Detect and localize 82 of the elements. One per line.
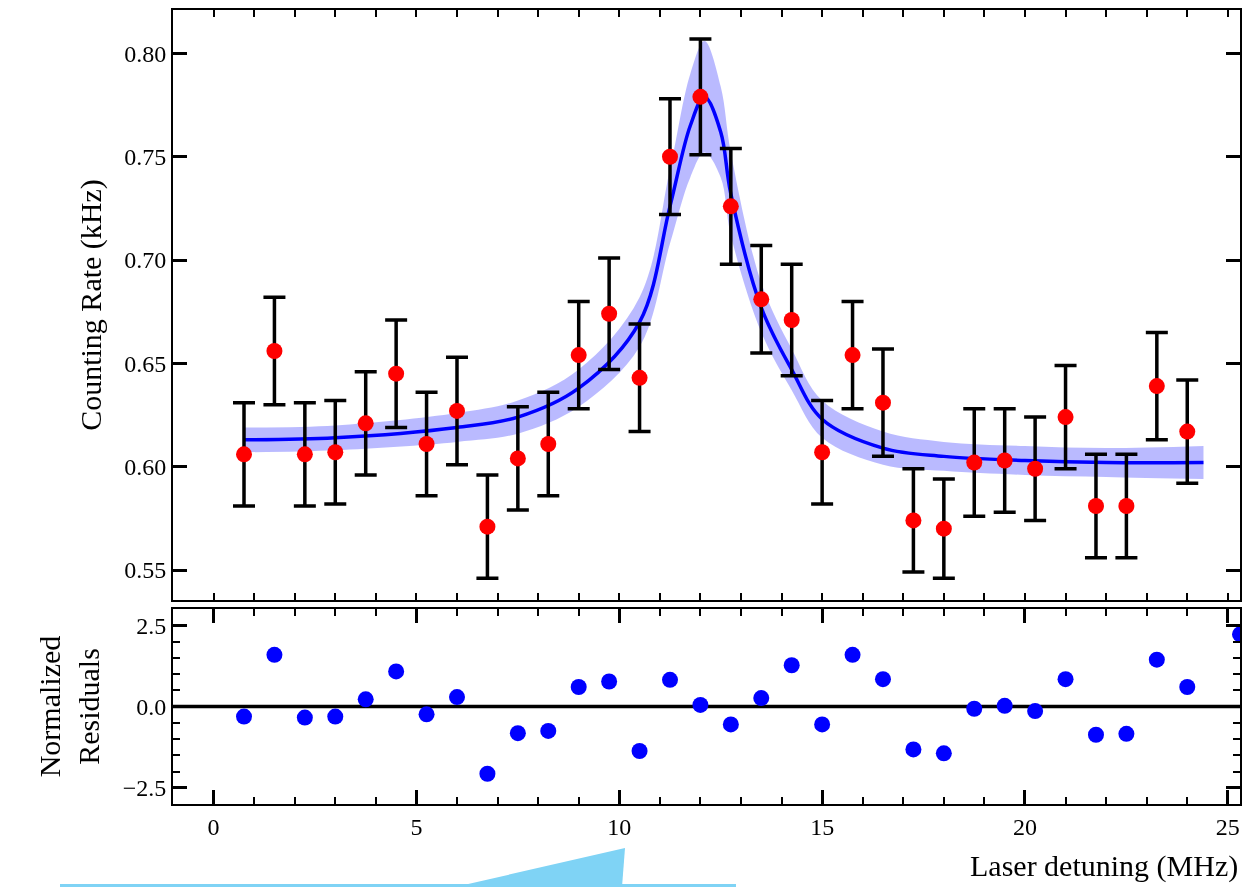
point: [996, 452, 1013, 469]
y-tick-label: 0.75: [124, 144, 167, 171]
point: [418, 706, 435, 723]
point: [1027, 703, 1044, 720]
point: [296, 709, 313, 726]
x-tick-label: 20: [1012, 813, 1037, 840]
point: [601, 305, 618, 322]
point: [357, 691, 374, 708]
point: [966, 454, 983, 471]
point: [327, 444, 344, 461]
point: [266, 646, 283, 663]
x-tick-label: 10: [607, 813, 632, 840]
point: [479, 518, 496, 535]
point: [570, 679, 587, 695]
point: [1148, 651, 1165, 668]
point: [449, 402, 465, 419]
point: [1179, 679, 1196, 695]
point: [753, 690, 770, 707]
point: [1027, 460, 1044, 477]
point: [327, 708, 344, 725]
y-tick-label: 0.65: [124, 350, 167, 377]
point: [692, 696, 709, 713]
point: [692, 88, 709, 105]
x-axis-title: Laser detuning (MHz): [970, 849, 1239, 883]
point: [662, 148, 678, 165]
point: [357, 415, 374, 432]
point: [1057, 409, 1074, 426]
y-tick-label: 0.80: [124, 40, 167, 67]
point: [388, 663, 405, 680]
x-tick-label: 25: [1215, 813, 1240, 840]
x-tick-label: 0: [207, 813, 220, 840]
x-tick-label: 5: [410, 813, 423, 840]
point: [509, 450, 526, 467]
y-tick-label: 0.55: [124, 557, 167, 584]
point: [783, 311, 800, 328]
point: [1118, 497, 1135, 514]
point: [874, 671, 891, 688]
point: [844, 347, 861, 364]
point: [418, 435, 435, 452]
point: [509, 725, 526, 742]
point: [236, 708, 252, 725]
point: [966, 700, 983, 717]
point: [601, 673, 618, 690]
point: [631, 369, 648, 386]
point: [874, 394, 891, 411]
point: [479, 765, 496, 782]
point: [540, 435, 557, 452]
point: [722, 716, 739, 733]
point: [540, 722, 557, 739]
y-tick-label: −2.5: [122, 775, 167, 802]
point: [1148, 378, 1165, 395]
point: [631, 743, 648, 760]
point: [449, 689, 465, 706]
point: [905, 512, 922, 529]
y-tick-label: 2.5: [136, 612, 167, 639]
point: [296, 446, 313, 463]
point: [722, 198, 739, 215]
point: [662, 671, 678, 688]
point: [753, 291, 770, 308]
point: [388, 365, 405, 382]
point: [935, 745, 952, 762]
point: [814, 444, 831, 461]
y-tick-label: 0.60: [124, 454, 167, 481]
y-axis-title: Normalized Residuals: [33, 635, 106, 778]
x-tick-label: 15: [810, 813, 835, 840]
y-axis-title: Counting Rate (kHz): [73, 179, 108, 431]
point: [935, 520, 952, 537]
point: [1057, 671, 1074, 688]
point: [1087, 726, 1104, 743]
point: [236, 446, 252, 463]
point: [1087, 497, 1104, 514]
point: [570, 347, 587, 364]
point: [844, 646, 861, 663]
point: [905, 741, 922, 758]
point: [996, 697, 1013, 714]
point: [783, 657, 800, 674]
point: [1179, 423, 1196, 440]
point: [1118, 725, 1135, 742]
y-tick-label: 0.70: [124, 247, 167, 274]
point: [814, 716, 831, 733]
point: [266, 342, 283, 359]
y-tick-label: 0.0: [136, 693, 167, 720]
